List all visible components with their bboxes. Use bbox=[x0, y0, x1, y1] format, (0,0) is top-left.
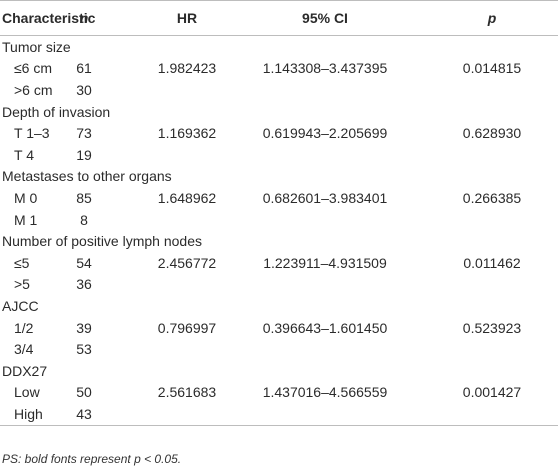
cell: 54 bbox=[76, 254, 92, 271]
group-row: Tumor size bbox=[0, 36, 558, 58]
cell: 1.437016–4.566559 bbox=[262, 384, 388, 401]
cell: 30 bbox=[76, 81, 92, 98]
header-cell: 95% CI bbox=[302, 10, 348, 26]
cell: T 4 bbox=[14, 146, 34, 163]
cell: 0.014815 bbox=[462, 60, 522, 77]
cell: 85 bbox=[76, 189, 92, 206]
group-label: Tumor size bbox=[2, 38, 71, 55]
cell: 53 bbox=[76, 341, 92, 358]
cell: 0.266385 bbox=[462, 189, 522, 206]
cell: 0.628930 bbox=[462, 125, 522, 142]
cell: ≤6 cm bbox=[14, 60, 53, 77]
data-row: M 1 8 bbox=[0, 209, 558, 231]
header-cell: Characteristic bbox=[2, 10, 96, 26]
cell: ≤5 bbox=[14, 254, 30, 271]
cell: High bbox=[14, 405, 43, 422]
group-label: AJCC bbox=[2, 297, 39, 314]
cell: 2.561683 bbox=[157, 384, 217, 401]
cell: 1/2 bbox=[14, 319, 34, 336]
cell: >6 cm bbox=[14, 81, 53, 98]
cell: 43 bbox=[76, 405, 92, 422]
cell: 61 bbox=[76, 60, 92, 77]
data-row: T 1–3 73 1.169362 0.619943–2.205699 0.628930 bbox=[0, 122, 558, 144]
cell: 3/4 bbox=[14, 341, 34, 358]
cell: 1.648962 bbox=[157, 189, 217, 206]
group-row: AJCC bbox=[0, 295, 558, 317]
cell: 50 bbox=[76, 384, 92, 401]
cell: 1.143308–3.437395 bbox=[262, 60, 388, 77]
table: Characteristic n HR 95% CI p Tumor size ≤6 cm 6… bbox=[0, 0, 558, 426]
header-row: Characteristic n HR 95% CI p bbox=[0, 1, 558, 36]
cell: M 1 bbox=[14, 211, 38, 228]
cell: 2.456772 bbox=[157, 254, 217, 271]
data-row: >5 36 bbox=[0, 274, 558, 296]
data-row: M 0 85 1.648962 0.682601–3.983401 0.266385 bbox=[0, 187, 558, 209]
group-row: DDX27 bbox=[0, 360, 558, 382]
data-row: 3/4 53 bbox=[0, 338, 558, 360]
cell: Low bbox=[14, 384, 40, 401]
cell: 0.682601–3.983401 bbox=[262, 189, 388, 206]
group-label: Depth of invasion bbox=[2, 103, 111, 120]
cell: M 0 bbox=[14, 189, 38, 206]
data-row: ≤6 cm 61 1.982423 1.143308–3.437395 0.014815 bbox=[0, 58, 558, 80]
data-row: >6 cm 30 bbox=[0, 79, 558, 101]
cell: 1.982423 bbox=[157, 60, 217, 77]
group-row: Number of positive lymph nodes bbox=[0, 230, 558, 252]
cell: 0.001427 bbox=[462, 384, 522, 401]
cell: 0.011462 bbox=[463, 254, 521, 271]
cell: 0.396643–1.601450 bbox=[262, 319, 388, 336]
group-label: DDX27 bbox=[2, 362, 48, 379]
cell: 1.223911–4.931509 bbox=[263, 254, 387, 271]
header-cell: HR bbox=[176, 10, 198, 26]
group-label: Number of positive lymph nodes bbox=[2, 233, 202, 250]
cell: 19 bbox=[76, 146, 92, 163]
group-label: Metastases to other organs bbox=[2, 168, 172, 185]
data-row: ≤5 54 2.456772 1.223911–4.931509 0.011462 bbox=[0, 252, 558, 274]
cell: 36 bbox=[76, 276, 92, 293]
cell: 0.796997 bbox=[157, 319, 217, 336]
cell: >5 bbox=[14, 276, 30, 293]
footnote: PS: bold fonts represent p < 0.05. bbox=[2, 452, 182, 466]
cell: 8 bbox=[80, 211, 88, 228]
data-row: T 4 19 bbox=[0, 144, 558, 166]
cell: T 1–3 bbox=[14, 125, 50, 142]
cell: 39 bbox=[76, 319, 92, 336]
cell: 0.619943–2.205699 bbox=[262, 125, 388, 142]
header-cell: p bbox=[487, 10, 497, 26]
data-row: 1/2 39 0.796997 0.396643–1.601450 0.523923 bbox=[0, 317, 558, 339]
cell: 73 bbox=[76, 125, 92, 142]
data-row: Low 50 2.561683 1.437016–4.566559 0.001427 bbox=[0, 382, 558, 404]
data-row: High 43 bbox=[0, 403, 558, 425]
cell: 1.169362 bbox=[157, 125, 217, 142]
header-cell: n bbox=[79, 10, 89, 26]
group-row: Metastases to other organs bbox=[0, 166, 558, 188]
group-row: Depth of invasion bbox=[0, 101, 558, 123]
cell: 0.523923 bbox=[462, 319, 522, 336]
